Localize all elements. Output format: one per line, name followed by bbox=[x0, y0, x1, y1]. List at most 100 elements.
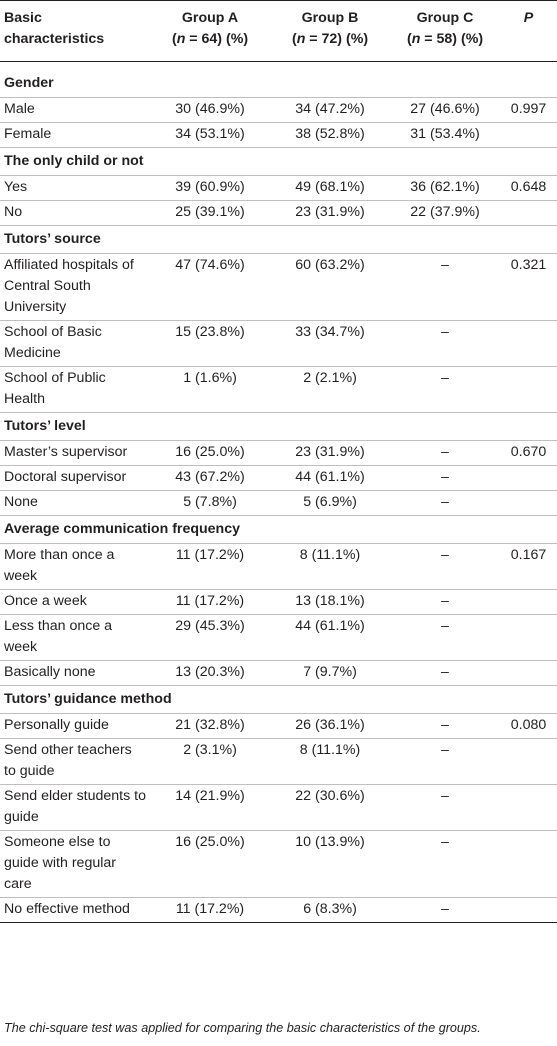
header-characteristics-line1: Basic bbox=[4, 10, 42, 26]
cell-group-b: 33 (34.7%) bbox=[270, 320, 390, 367]
cell-p-value: 0.648 bbox=[500, 175, 557, 201]
cell-p-value bbox=[500, 122, 557, 148]
cell-group-c: – bbox=[390, 440, 500, 466]
cell-group-c: – bbox=[390, 713, 500, 739]
table-row: None 5 (7.8%) 5 (6.9%) – bbox=[0, 490, 557, 516]
row-label: None bbox=[0, 490, 150, 516]
header-group-b-line2: (n = 72) (%) bbox=[274, 29, 386, 50]
row-label: Affiliated hospitals of Central South Un… bbox=[0, 253, 150, 321]
header-group-c-line2: (n = 58) (%) bbox=[394, 29, 496, 50]
section-header-row: Tutors’ level bbox=[0, 412, 557, 441]
section-title: Tutors’ guidance method bbox=[0, 685, 557, 714]
cell-group-a: 2 (3.1%) bbox=[150, 738, 270, 785]
cell-group-b: 60 (63.2%) bbox=[270, 253, 390, 321]
table-row: Female 34 (53.1%) 38 (52.8%) 31 (53.4%) bbox=[0, 122, 557, 148]
table-row: No 25 (39.1%) 23 (31.9%) 22 (37.9%) bbox=[0, 200, 557, 226]
cell-group-a: 25 (39.1%) bbox=[150, 200, 270, 226]
cell-group-a: 43 (67.2%) bbox=[150, 465, 270, 491]
cell-group-a: 39 (60.9%) bbox=[150, 175, 270, 201]
cell-group-a: 13 (20.3%) bbox=[150, 660, 270, 686]
cell-p-value bbox=[500, 614, 557, 661]
cell-group-c: – bbox=[390, 614, 500, 661]
cell-group-a: 11 (17.2%) bbox=[150, 897, 270, 923]
cell-p-value bbox=[500, 320, 557, 367]
row-label: Send other teachers to guide bbox=[0, 738, 150, 785]
cell-p-value bbox=[500, 490, 557, 516]
section-header-row: Tutors’ source bbox=[0, 225, 557, 254]
section-title: Average communication frequency bbox=[0, 515, 557, 544]
header-characteristics: Basic characteristics bbox=[0, 0, 150, 62]
section-title: Tutors’ level bbox=[0, 412, 557, 441]
cell-group-a: 47 (74.6%) bbox=[150, 253, 270, 321]
cell-group-b: 38 (52.8%) bbox=[270, 122, 390, 148]
cell-group-c: 36 (62.1%) bbox=[390, 175, 500, 201]
cell-group-a: 30 (46.9%) bbox=[150, 97, 270, 123]
cell-group-c: 27 (46.6%) bbox=[390, 97, 500, 123]
table-row: School of Public Health 1 (1.6%) 2 (2.1%) – bbox=[0, 366, 557, 413]
section-header-row: The only child or not bbox=[0, 147, 557, 176]
cell-group-c: – bbox=[390, 543, 500, 590]
header-group-b-line1: Group B bbox=[301, 10, 359, 26]
cell-group-a: 15 (23.8%) bbox=[150, 320, 270, 367]
cell-group-b: 44 (61.1%) bbox=[270, 465, 390, 491]
section-title: The only child or not bbox=[0, 147, 557, 176]
cell-group-b: 26 (36.1%) bbox=[270, 713, 390, 739]
cell-p-value bbox=[500, 784, 557, 831]
cell-p-value: 0.997 bbox=[500, 97, 557, 123]
cell-group-b: 44 (61.1%) bbox=[270, 614, 390, 661]
cell-group-b: 10 (13.9%) bbox=[270, 830, 390, 898]
header-group-c-count: = 58) (%) bbox=[420, 31, 484, 47]
table-row: School of Basic Medicine 15 (23.8%) 33 (34… bbox=[0, 320, 557, 367]
cell-p-value: 0.670 bbox=[500, 440, 557, 466]
cell-group-c: – bbox=[390, 253, 500, 321]
cell-group-b: 8 (11.1%) bbox=[270, 543, 390, 590]
characteristics-table: Basic characteristics Group A (n = 64) (… bbox=[0, 0, 557, 923]
cell-group-b: 23 (31.9%) bbox=[270, 440, 390, 466]
row-label: Personally guide bbox=[0, 713, 150, 739]
row-label: Doctoral supervisor bbox=[0, 465, 150, 491]
cell-group-b: 7 (9.7%) bbox=[270, 660, 390, 686]
cell-p-value: 0.080 bbox=[500, 713, 557, 739]
table-row: Send other teachers to guide 2 (3.1%) 8 (1… bbox=[0, 738, 557, 785]
table-row: Personally guide 21 (32.8%) 26 (36.1%) –0.0… bbox=[0, 713, 557, 739]
header-characteristics-line2: characteristics bbox=[4, 31, 105, 47]
table-row: Affiliated hospitals of Central South Un… bbox=[0, 253, 557, 321]
table-body: Gender Male 30 (46.9%) 34 (47.2%) 27 (46.6%)… bbox=[0, 61, 557, 923]
cell-group-a: 16 (25.0%) bbox=[150, 830, 270, 898]
section-title: Tutors’ source bbox=[0, 225, 557, 254]
section-header-row: Tutors’ guidance method bbox=[0, 685, 557, 714]
row-label: No effective method bbox=[0, 897, 150, 923]
row-label: No bbox=[0, 200, 150, 226]
row-label: Yes bbox=[0, 175, 150, 201]
cell-group-c: – bbox=[390, 366, 500, 413]
cell-group-a: 14 (21.9%) bbox=[150, 784, 270, 831]
cell-group-c: 31 (53.4%) bbox=[390, 122, 500, 148]
table-row: No effective method 11 (17.2%) 6 (8.3%) – bbox=[0, 897, 557, 923]
header-group-a: Group A (n = 64) (%) bbox=[150, 0, 270, 62]
cell-p-value bbox=[500, 738, 557, 785]
cell-group-c: – bbox=[390, 490, 500, 516]
row-label: Basically none bbox=[0, 660, 150, 686]
cell-group-b: 13 (18.1%) bbox=[270, 589, 390, 615]
header-row: Basic characteristics Group A (n = 64) (… bbox=[0, 0, 557, 62]
table-header: Basic characteristics Group A (n = 64) (… bbox=[0, 0, 557, 62]
cell-group-b: 6 (8.3%) bbox=[270, 897, 390, 923]
table-row: More than once a week 11 (17.2%) 8 (11.1%)… bbox=[0, 543, 557, 590]
cell-group-c: 22 (37.9%) bbox=[390, 200, 500, 226]
cell-group-c: – bbox=[390, 830, 500, 898]
cell-group-c: – bbox=[390, 589, 500, 615]
row-label: More than once a week bbox=[0, 543, 150, 590]
table-row: Someone else to guide with regular care 1… bbox=[0, 830, 557, 898]
cell-p-value: 0.167 bbox=[500, 543, 557, 590]
cell-p-value bbox=[500, 589, 557, 615]
paren: ( bbox=[291, 31, 297, 47]
section-header-row: Average communication frequency bbox=[0, 515, 557, 544]
header-group-b-count: = 72) (%) bbox=[305, 31, 369, 47]
cell-group-a: 11 (17.2%) bbox=[150, 543, 270, 590]
cell-group-a: 34 (53.1%) bbox=[150, 122, 270, 148]
table-row: Less than once a week 29 (45.3%) 44 (61.1%… bbox=[0, 614, 557, 661]
cell-group-a: 5 (7.8%) bbox=[150, 490, 270, 516]
cell-p-value bbox=[500, 897, 557, 923]
cell-group-c: – bbox=[390, 320, 500, 367]
